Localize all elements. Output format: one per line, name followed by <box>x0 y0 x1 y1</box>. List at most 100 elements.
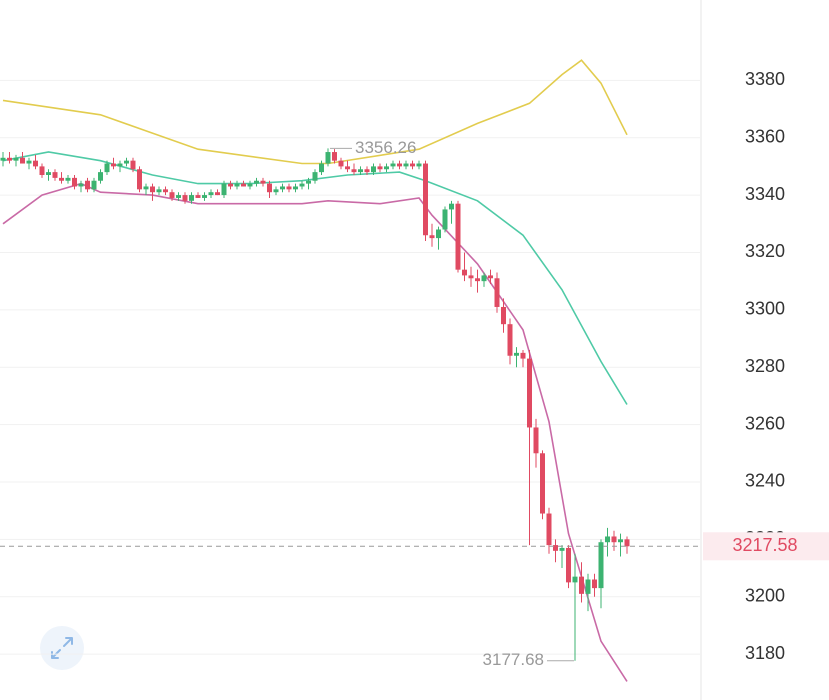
candle-body <box>514 352 519 356</box>
candle-body <box>624 539 630 547</box>
candle-body <box>325 152 331 164</box>
candle-body <box>540 453 545 514</box>
candle-body <box>371 166 376 173</box>
candle-body <box>189 195 194 201</box>
candle-body <box>306 180 311 184</box>
candle-body <box>293 186 298 190</box>
candle-body <box>286 186 292 190</box>
candle-body <box>358 169 363 173</box>
y-tick-label: 3180 <box>745 643 785 663</box>
candle-body <box>566 547 571 583</box>
candle-body <box>124 160 129 164</box>
candle-body <box>338 160 344 167</box>
candle-body <box>481 275 487 282</box>
candle-body <box>7 157 12 161</box>
candle-body <box>33 160 38 167</box>
candle-body <box>72 177 77 187</box>
candle-body <box>579 576 584 594</box>
candle-body <box>429 235 435 239</box>
candle-body <box>299 183 305 187</box>
candle-body <box>592 579 597 589</box>
candle-body <box>163 189 168 193</box>
candle-body <box>507 324 513 356</box>
candle-body <box>332 152 337 161</box>
candle-body <box>20 157 25 164</box>
candle-body <box>520 352 526 359</box>
y-tick-label: 3260 <box>745 413 785 433</box>
candle-body <box>351 169 357 173</box>
candle-body <box>468 275 474 279</box>
candle-body <box>52 172 58 178</box>
candle-body <box>449 203 454 210</box>
candle-body <box>273 189 279 193</box>
candle-body <box>156 189 162 193</box>
candle-body <box>455 203 461 270</box>
candle-body <box>585 579 591 594</box>
candle-body <box>410 163 415 167</box>
candle-body <box>221 183 227 196</box>
candle-body <box>533 427 539 454</box>
candle-body <box>98 172 103 181</box>
candle-body <box>559 547 565 551</box>
candle-body <box>618 539 623 543</box>
candle-body <box>137 169 142 190</box>
candle-body <box>462 269 467 276</box>
candle-body <box>319 163 324 173</box>
candle-body <box>91 180 97 190</box>
candle-body <box>611 536 617 543</box>
low-label: 3177.68 <box>483 650 544 669</box>
candle-body <box>416 163 422 167</box>
candle-body <box>488 275 493 279</box>
y-tick-label: 3240 <box>745 471 785 491</box>
candle-body <box>78 183 84 187</box>
candle-body <box>403 163 409 167</box>
candle-body <box>605 536 610 543</box>
candle-body <box>182 195 188 201</box>
candle-body <box>598 542 604 589</box>
candle-body <box>117 163 123 167</box>
candle-body <box>234 183 240 187</box>
y-tick-label: 3380 <box>745 69 785 89</box>
high-label: 3356.26 <box>355 138 416 157</box>
candle-body <box>130 160 136 170</box>
candle-body <box>228 183 233 187</box>
candle-body <box>501 306 506 325</box>
candle-body <box>208 192 214 196</box>
candle-body <box>546 513 552 546</box>
candle-body <box>104 163 110 173</box>
candle-body <box>527 358 532 428</box>
candle-body <box>260 180 266 184</box>
candle-body <box>390 163 396 167</box>
candle-body <box>442 209 448 230</box>
candle-body <box>215 192 220 196</box>
candle-body <box>241 183 246 187</box>
candle-body <box>397 163 402 167</box>
y-tick-label: 3300 <box>745 299 785 319</box>
last-price-label: 3217.58 <box>732 535 797 555</box>
candle-body <box>267 183 272 193</box>
candle-body <box>46 172 51 175</box>
candle-body <box>13 157 19 161</box>
candle-body <box>572 576 578 583</box>
candle-body <box>247 183 253 187</box>
expand-button-bg[interactable] <box>40 626 84 670</box>
y-tick-label: 3360 <box>745 126 785 146</box>
candle-body <box>85 180 90 190</box>
candle-body <box>475 278 480 282</box>
candle-body <box>26 160 32 164</box>
candle-body <box>39 166 45 175</box>
band-line <box>2 59 628 165</box>
candle-body <box>0 157 6 161</box>
candle-body <box>312 172 318 181</box>
candle-body <box>111 163 116 167</box>
candle-body <box>436 229 441 239</box>
candle-body <box>280 186 285 190</box>
y-tick-label: 3340 <box>745 184 785 204</box>
candle-body <box>150 186 155 193</box>
candle-body <box>364 169 370 173</box>
expand-button[interactable] <box>40 626 84 670</box>
candle-body <box>65 177 71 181</box>
candle-body <box>195 195 201 198</box>
